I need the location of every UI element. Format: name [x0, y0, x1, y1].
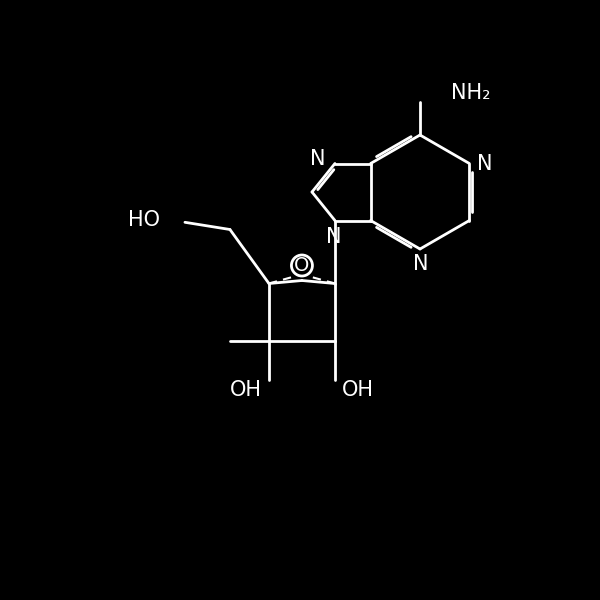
Ellipse shape — [292, 255, 313, 276]
Text: NH₂: NH₂ — [451, 83, 491, 103]
Text: O: O — [294, 256, 310, 275]
Text: N: N — [476, 154, 492, 173]
Text: N: N — [310, 149, 326, 169]
Text: OH: OH — [230, 380, 262, 400]
Text: N: N — [326, 227, 341, 247]
Text: HO: HO — [128, 210, 160, 230]
Text: N: N — [413, 254, 429, 274]
Text: OH: OH — [342, 380, 374, 400]
